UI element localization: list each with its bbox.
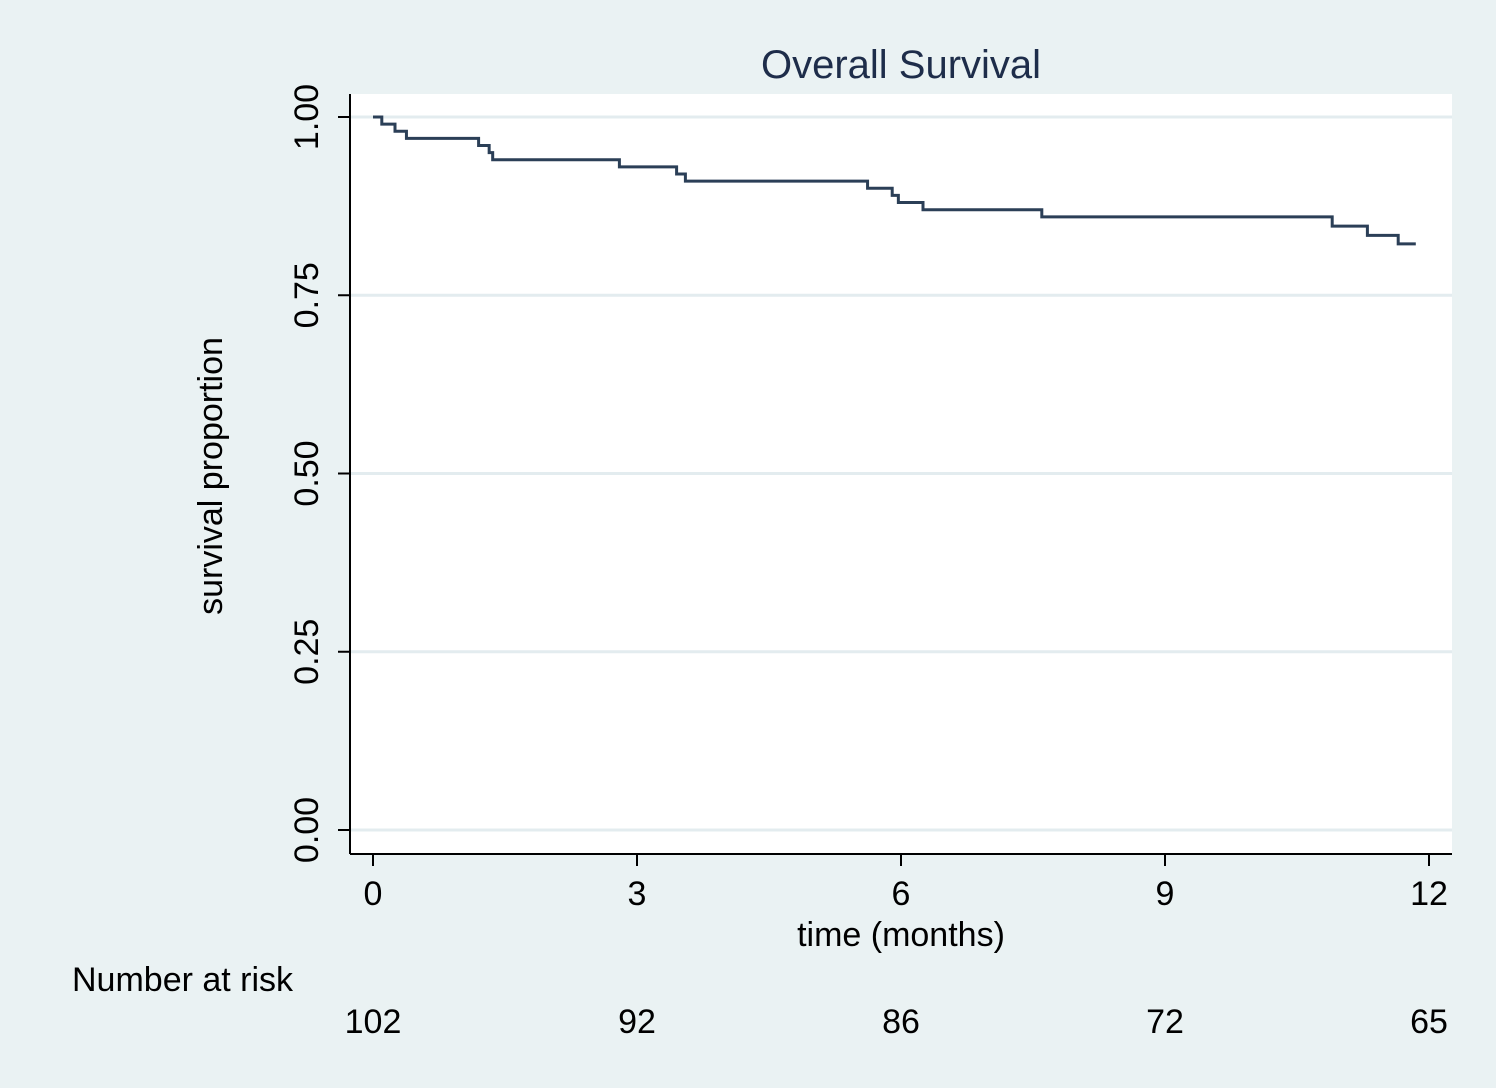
y-tick-label: 1.00 [288, 84, 326, 150]
x-tick-label: 6 [892, 875, 911, 913]
risk-value: 92 [618, 1003, 656, 1041]
y-tick-label: 0.25 [288, 619, 326, 685]
x-axis-title: time (months) [797, 916, 1005, 954]
series-group [373, 115, 1416, 246]
y-axis-title: survival proportion [192, 337, 230, 615]
x-tick-label: 12 [1410, 875, 1448, 913]
axes: 0.00 0.25 0.50 0.75 1.00 0 3 6 9 12 [288, 84, 1452, 913]
x-tick-label: 0 [364, 875, 383, 913]
y-tick-label: 0.00 [288, 797, 326, 863]
risk-table-values: 102 92 86 72 65 [345, 1003, 1448, 1041]
x-tick-label: 9 [1156, 875, 1175, 913]
x-tick-label: 3 [628, 875, 647, 913]
risk-value: 102 [345, 1003, 402, 1041]
y-tick-label: 0.75 [288, 262, 326, 328]
chart-title: Overall Survival [761, 43, 1041, 87]
risk-value: 86 [882, 1003, 920, 1041]
survival-curve [373, 115, 1416, 246]
risk-value: 72 [1146, 1003, 1184, 1041]
risk-value: 65 [1410, 1003, 1448, 1041]
gridlines [350, 115, 1452, 832]
y-tick-label: 0.50 [288, 440, 326, 506]
risk-table-label: Number at risk [72, 961, 294, 999]
